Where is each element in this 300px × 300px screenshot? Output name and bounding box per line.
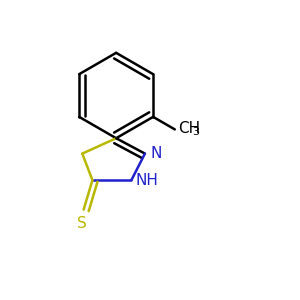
Text: CH: CH <box>178 121 200 136</box>
Text: NH: NH <box>136 173 159 188</box>
Text: S: S <box>77 215 87 230</box>
Text: 3: 3 <box>192 127 199 137</box>
Text: N: N <box>150 146 162 160</box>
